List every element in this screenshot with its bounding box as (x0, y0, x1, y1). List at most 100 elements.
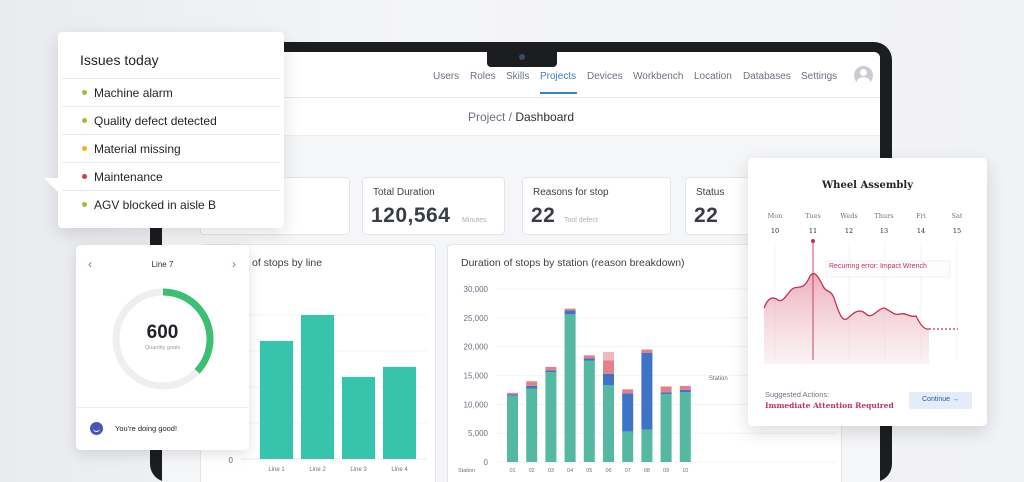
stacked-bar-segment (603, 385, 614, 462)
stat-label: Total Duration (373, 187, 435, 198)
status-dot (82, 118, 87, 123)
bar (301, 315, 334, 459)
stacked-bar-segment (660, 386, 672, 393)
issues-title: Issues today (80, 52, 159, 68)
stacked-bar-segment (526, 381, 538, 386)
breadcrumb-parent[interactable]: Project (467, 110, 506, 124)
chart-legend-label: Station (709, 376, 728, 382)
stacked-bar-segment (641, 349, 653, 354)
stacked-bar-segment (641, 353, 653, 430)
wheel-title: Wheel Assembly (821, 180, 914, 191)
line-goal-card: ‹ Line 7 › 600 Quantity goals You're doi… (76, 245, 249, 450)
stacked-bar-segment (526, 388, 538, 462)
date-label[interactable]: 10 (770, 227, 780, 235)
issue-item[interactable]: Maintenance (62, 162, 280, 190)
x-tick-label: 03 (548, 468, 554, 474)
stacked-bar-segment (507, 394, 518, 396)
date-label[interactable]: 14 (916, 227, 926, 235)
bar (342, 376, 375, 459)
continue-label: Continue (922, 396, 951, 403)
x-tick-label: 08 (644, 468, 650, 474)
panel-title: Duration of stops by station (reason bre… (461, 257, 685, 269)
line-title: Line 7 (151, 260, 174, 269)
arrow-right-icon: → (951, 396, 959, 403)
stacked-bar-segment (526, 385, 538, 389)
y-tick-label: 15,000 (464, 372, 489, 381)
date-label[interactable]: 15 (952, 227, 962, 235)
weekday-label: Tues (805, 212, 821, 220)
x-tick-label: 02 (529, 468, 535, 474)
weekday-label: Thurs (874, 212, 894, 220)
chart-stops-by-line: 0 Line 1 Line 2 Line 3 Line 4 (229, 314, 427, 473)
bar (383, 366, 416, 459)
continue-button[interactable]: Continue → (909, 392, 972, 409)
issue-label: Maintenance (94, 170, 163, 184)
error-tooltip (825, 260, 951, 278)
x-tick-label: 07 (625, 468, 631, 474)
issue-item[interactable]: Machine alarm (62, 78, 280, 106)
line-card-footer: You're doing good! (76, 407, 249, 450)
stacked-bar-segment (641, 429, 653, 462)
nav-databases[interactable]: Databases (743, 71, 791, 82)
x-tick-label: 05 (586, 468, 592, 474)
stat-value: 22 (531, 204, 556, 227)
date-label[interactable]: 13 (879, 227, 889, 235)
nav-devices[interactable]: Devices (587, 71, 623, 82)
x-tick-label: 04 (567, 468, 573, 474)
issue-label: Material missing (94, 142, 181, 156)
y-tick-label: 30,000 (464, 285, 489, 294)
status-dot (82, 202, 87, 207)
issue-label: Quality defect detected (94, 114, 217, 128)
y-tick-label: 0 (484, 458, 489, 467)
issue-label: AGV blocked in aisle B (94, 198, 217, 212)
nav-users[interactable]: Users (433, 71, 460, 82)
y-tick-label: 0 (229, 456, 234, 465)
nav-settings[interactable]: Settings (801, 71, 838, 82)
date-label[interactable]: 12 (844, 227, 854, 235)
x-tick-label: 01 (509, 468, 515, 474)
gauge-label: Quantity goals (144, 345, 181, 351)
weekday-label: Mon (767, 212, 783, 220)
trend-area (764, 273, 929, 364)
nav-workbench[interactable]: Workbench (633, 71, 684, 82)
nav-location[interactable]: Location (694, 71, 732, 82)
stacked-bar-segment (583, 358, 595, 361)
stacked-bar-segment (583, 360, 595, 462)
x-tick-label: 10 (682, 468, 688, 474)
active-tab-indicator (540, 92, 577, 94)
status-dot (82, 90, 87, 95)
x-axis-label: Station (458, 468, 475, 474)
stacked-bar-segment (545, 372, 557, 462)
smile-icon (90, 422, 103, 435)
chevron-left-icon[interactable]: ‹ (88, 257, 92, 271)
user-avatar-icon[interactable] (854, 66, 873, 85)
stacked-bar-segment (622, 393, 634, 432)
stacked-bar-segment (622, 431, 634, 462)
gauge-value: 600 (146, 322, 179, 343)
stacked-bar-segment (603, 373, 614, 386)
trend-line (763, 272, 930, 330)
y-tick-label: 5,000 (468, 429, 489, 438)
nav-projects[interactable]: Projects (540, 71, 577, 82)
stat-unit: Minutes (462, 217, 487, 224)
stat-card-reasons: Reasons for stop 22 Tool defect (522, 177, 671, 235)
bar (260, 340, 293, 459)
x-tick-label: 06 (605, 468, 611, 474)
issue-item[interactable]: Quality defect detected (62, 106, 280, 134)
nav-skills[interactable]: Skills (506, 71, 530, 82)
issue-item[interactable]: Material missing (62, 134, 280, 162)
goal-gauge (112, 288, 214, 390)
chevron-right-icon[interactable]: › (232, 257, 236, 271)
issue-label: Machine alarm (94, 86, 173, 100)
weekday-label: Fri (916, 212, 926, 220)
issue-item[interactable]: AGV blocked in aisle B (62, 190, 280, 218)
stat-card-total-duration: Total Duration 120,564 Minutes (362, 177, 505, 235)
panel-title: of stops by line (252, 257, 323, 269)
date-label[interactable]: 11 (808, 227, 818, 235)
wheel-assembly-card: Wheel Assembly Mon Tues Weds Thurs Fri S… (748, 158, 987, 426)
callout-tail (44, 178, 72, 192)
nav-roles[interactable]: Roles (470, 71, 496, 82)
stacked-bar-segment (603, 360, 614, 374)
x-tick-label: 09 (663, 468, 669, 474)
gauge-progress (112, 288, 214, 390)
